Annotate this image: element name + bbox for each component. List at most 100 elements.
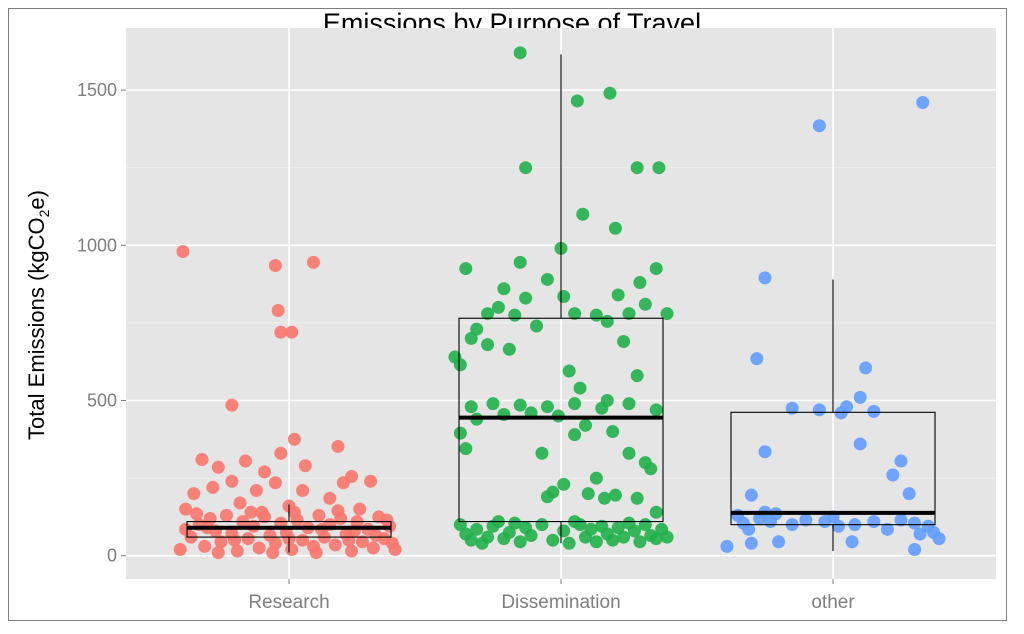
data-point-research [287,432,301,446]
x-tick-label-dissemination: Dissemination [501,592,620,613]
data-point-dissemination [630,369,644,383]
data-point-other [916,96,930,110]
y-tick-label: 1000 [77,235,117,255]
data-point-research [306,255,320,269]
data-point-dissemination [453,358,467,372]
data-point-research [355,535,369,549]
data-point-other [908,543,922,557]
data-point-dissemination [606,533,620,547]
data-point-dissemination [570,94,584,108]
data-point-dissemination [608,488,622,502]
data-point-research [331,439,345,453]
data-point-dissemination [464,331,478,345]
data-point-other [799,513,813,527]
data-point-research [296,484,310,498]
data-point-research [331,504,345,518]
data-point-research [268,476,282,490]
data-point-research [271,303,285,317]
data-point-research [345,470,359,484]
data-point-other [812,119,826,133]
box-other [730,411,936,526]
data-point-research [173,543,187,557]
data-point-dissemination [557,477,571,491]
data-point-dissemination [486,397,500,411]
data-point-research [268,258,282,272]
data-point-dissemination [622,516,636,530]
data-point-dissemination [633,276,647,290]
data-point-research [342,533,356,547]
data-point-other [894,454,908,468]
data-point-dissemination [557,290,571,304]
data-point-research [187,487,201,501]
y-tick-label: 1500 [77,80,117,100]
data-point-dissemination [573,381,587,395]
data-point-dissemination [633,535,647,549]
y-tick-label: 0 [107,546,117,566]
data-point-research [328,538,342,552]
data-point-research [214,535,228,549]
data-point-dissemination [598,491,612,505]
data-point-dissemination [464,533,478,547]
data-point-dissemination [502,525,516,539]
data-point-research [258,465,272,479]
data-point-dissemination [622,397,636,411]
data-point-research [323,491,337,505]
data-point-dissemination [652,161,666,175]
data-point-dissemination [644,462,658,476]
data-point-research [179,502,193,516]
data-point-dissemination [508,308,522,322]
data-point-research [238,454,252,468]
data-point-dissemination [502,342,516,356]
data-point-other [742,522,756,536]
data-point-research [366,541,380,555]
data-point-other [812,403,826,417]
data-point-dissemination [530,319,544,333]
data-point-other [720,539,734,553]
data-point-dissemination [459,262,473,276]
data-point-research [225,398,239,412]
data-point-other [913,527,927,541]
data-point-research [211,546,225,560]
data-point-dissemination [589,308,603,322]
data-point-dissemination [540,400,554,414]
data-point-other [772,535,786,549]
data-point-other [859,361,873,375]
data-point-other [750,352,764,366]
data-point-dissemination [513,535,527,549]
data-point-dissemination [630,161,644,175]
data-point-research [230,544,244,558]
data-point-other [744,488,758,502]
data-point-research [296,533,310,547]
data-point-dissemination [568,307,582,321]
data-point-research [228,533,242,547]
data-point-research [274,446,288,460]
data-point-research [233,496,247,510]
data-point-other [831,519,845,533]
data-point-dissemination [481,530,495,544]
data-point-research [309,546,323,560]
data-point-dissemination [513,46,527,60]
data-point-dissemination [638,297,652,311]
data-point-dissemination [608,221,622,235]
data-point-dissemination [611,288,625,302]
data-point-research [241,532,255,546]
data-point-dissemination [470,522,484,536]
data-point-dissemination [524,529,538,543]
data-point-dissemination [606,425,620,439]
data-point-research [380,513,394,527]
data-point-dissemination [497,282,511,296]
data-point-research [369,529,383,543]
data-points [173,46,946,560]
data-point-other [932,532,946,546]
data-point-other [834,406,848,420]
data-point-dissemination [589,535,603,549]
data-point-dissemination [540,490,554,504]
data-point-other [908,516,922,530]
data-point-research [364,474,378,488]
data-point-dissemination [481,338,495,352]
data-point-research [176,245,190,259]
y-tick-label: 500 [87,391,117,411]
data-point-other [867,404,881,418]
data-point-dissemination [535,518,549,532]
